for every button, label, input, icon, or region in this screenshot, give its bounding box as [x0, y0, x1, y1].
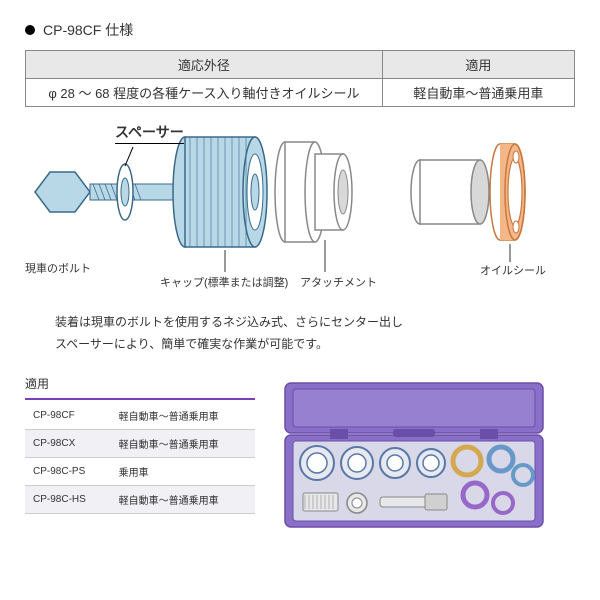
description: 装着は現車のボルトを使用するネジ込み式、さらにセンター出し スペーサーにより、簡… — [25, 312, 575, 355]
table-row: φ 28 〜 68 程度の各種ケース入り軸付きオイルシール 軽自動車〜普通乗用車 — [26, 79, 575, 107]
page-title: CP-98CF 仕様 — [43, 20, 133, 40]
tool-case — [275, 375, 555, 540]
app-cell: 軽自動車〜普通乗用車 — [111, 430, 255, 458]
app-cell: 軽自動車〜普通乗用車 — [111, 402, 255, 430]
app-cell: CP-98C-HS — [25, 486, 111, 514]
bolt-label: 現車のボルト — [25, 260, 91, 276]
app-title: 適用 — [25, 375, 255, 392]
table-row: 適応外径 適用 — [26, 51, 575, 79]
app-cell: 乗用車 — [111, 458, 255, 486]
app-cell: CP-98CX — [25, 430, 111, 458]
application-table: CP-98CF軽自動車〜普通乗用車 CP-98CX軽自動車〜普通乗用車 CP-9… — [25, 402, 255, 514]
spec-cell: φ 28 〜 68 程度の各種ケース入り軸付きオイルシール — [26, 79, 383, 107]
oilseal-label: オイルシール — [480, 262, 546, 278]
table-row: CP-98CX軽自動車〜普通乗用車 — [25, 430, 255, 458]
app-cell: CP-98CF — [25, 402, 111, 430]
desc-line: スペーサーにより、簡単で確実な作業が可能です。 — [55, 334, 575, 356]
spacer-label: スペーサー — [115, 122, 184, 144]
application-section: 適用 CP-98CF軽自動車〜普通乗用車 CP-98CX軽自動車〜普通乗用車 C… — [25, 375, 255, 514]
table-row: CP-98CF軽自動車〜普通乗用車 — [25, 402, 255, 430]
spec-cell: 軽自動車〜普通乗用車 — [382, 79, 574, 107]
cap-label: キャップ(標準または調整) — [160, 274, 288, 290]
spec-table: 適応外径 適用 φ 28 〜 68 程度の各種ケース入り軸付きオイルシール 軽自… — [25, 50, 575, 107]
desc-line: 装着は現車のボルトを使用するネジ込み式、さらにセンター出し — [55, 312, 575, 334]
spec-header: 適応外径 — [26, 51, 383, 79]
accent-line — [25, 398, 255, 400]
app-cell: CP-98C-PS — [25, 458, 111, 486]
diagram: スペーサー — [25, 122, 575, 302]
table-row: CP-98C-PS乗用車 — [25, 458, 255, 486]
case-svg — [275, 375, 555, 535]
bullet-icon — [25, 25, 35, 35]
attachment-label: アタッチメント — [300, 274, 377, 290]
app-cell: 軽自動車〜普通乗用車 — [111, 486, 255, 514]
lower-section: 適用 CP-98CF軽自動車〜普通乗用車 CP-98CX軽自動車〜普通乗用車 C… — [25, 375, 575, 540]
table-row: CP-98C-HS軽自動車〜普通乗用車 — [25, 486, 255, 514]
title-row: CP-98CF 仕様 — [25, 20, 575, 40]
spec-header: 適用 — [382, 51, 574, 79]
